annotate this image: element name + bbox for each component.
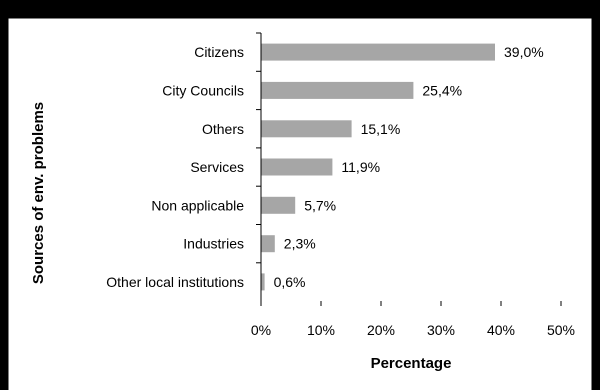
bar — [261, 81, 414, 99]
x-tick-label: 40% — [487, 322, 515, 338]
bar — [261, 43, 495, 61]
chart-background — [8, 18, 592, 390]
axes-group — [256, 32, 262, 301]
y-axis-title: Sources of env. problems — [30, 102, 47, 284]
category-label: City Councils — [162, 82, 244, 98]
bar — [261, 273, 265, 291]
data-label: 15,1% — [361, 121, 401, 137]
bar — [261, 120, 352, 138]
category-label: Others — [202, 121, 244, 137]
x-tick-label: 10% — [307, 322, 335, 338]
data-label: 25,4% — [422, 82, 462, 98]
category-labels: Citizens City Councils Others Services Non a… — [106, 44, 244, 290]
x-tick-label: 30% — [427, 322, 455, 338]
x-ticks: 0% 10% 20% 30% 40% 50% — [251, 301, 575, 338]
x-tick-label: 0% — [251, 322, 271, 338]
bar — [261, 158, 333, 176]
data-label: 39,0% — [504, 44, 544, 60]
category-label: Industries — [183, 236, 244, 252]
bars-group — [261, 43, 495, 291]
category-label: Other local institutions — [106, 274, 244, 290]
bar — [261, 235, 275, 253]
data-label: 5,7% — [304, 197, 336, 213]
x-tick-label: 20% — [367, 322, 395, 338]
category-label: Services — [190, 159, 244, 175]
category-label: Citizens — [194, 44, 244, 60]
data-label: 11,9% — [341, 159, 380, 175]
data-label: 0,6% — [274, 274, 306, 290]
x-tick-label: 50% — [547, 322, 575, 338]
category-label: Non applicable — [151, 197, 244, 213]
data-label: 2,3% — [284, 236, 316, 252]
bar — [261, 196, 296, 214]
x-axis-title: Percentage — [371, 355, 452, 372]
data-labels: 39,0% 25,4% 15,1% 11,9% 5,7% 2,3% 0,6% — [274, 44, 544, 290]
